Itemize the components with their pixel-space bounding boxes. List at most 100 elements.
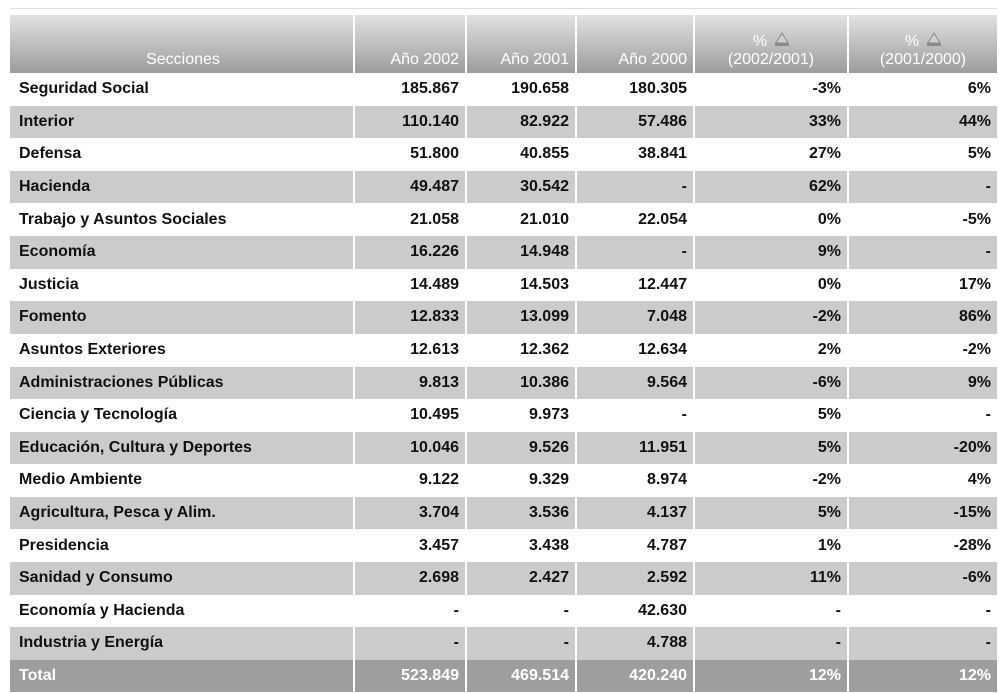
table-row: Defensa 51.800 40.855 38.841 27% 5% <box>10 138 997 170</box>
table-cell: 49.487 <box>355 171 465 204</box>
table-cell: - <box>563 601 569 619</box>
table-cell: Justicia <box>19 275 79 293</box>
table-cell: -2% <box>695 301 847 334</box>
table-cell: - <box>835 601 841 619</box>
table-cell: 110.140 <box>355 105 465 139</box>
table-cell: 13.099 <box>467 301 575 334</box>
table-cell: Ciencia y Tecnología <box>19 406 177 424</box>
table-cell: -6% <box>695 366 847 399</box>
table-row: Fomento 12.833 13.099 7.048 -2% 86% <box>10 301 997 334</box>
table-cell: 14.489 <box>410 275 459 293</box>
table-cell: 9.122 <box>418 471 459 489</box>
header-symbol: % <box>752 33 768 50</box>
table-cell: 9.973 <box>528 406 569 424</box>
table-cell: 82.922 <box>467 105 575 139</box>
table-row: Economía y Hacienda - - 42.630 - - <box>10 595 997 627</box>
table: Secciones Año 2002 Año 2001 Año 2000% (2002/… <box>10 8 997 693</box>
table-cell: Defensa <box>19 145 82 163</box>
header-cell: % (2001/2000) <box>849 15 997 73</box>
table-cell: - <box>467 627 575 660</box>
table-cell: 5% <box>695 497 847 530</box>
table-cell: 9.329 <box>528 471 569 489</box>
table-row: Educación, Cultura y Deportes 10.046 9.526… <box>10 431 997 465</box>
table-cell: 12.634 <box>638 341 687 359</box>
table-cell: 51.800 <box>410 145 459 163</box>
table-cell: 12% <box>849 659 997 693</box>
table-cell: Seguridad Social <box>19 80 149 98</box>
table-cell: Asuntos Exteriores <box>19 341 166 359</box>
header-cell: Año 2002 <box>355 15 465 73</box>
header-cell: Secciones <box>10 15 353 73</box>
header-top: % <box>752 32 790 51</box>
table-cell: 4.787 <box>646 536 687 554</box>
table-cell: - <box>985 601 991 619</box>
table-cell: 22.054 <box>638 210 687 228</box>
table-row: Interior 110.140 82.922 57.486 33% 44% <box>10 105 997 139</box>
header-label: Año 2001 <box>500 51 569 68</box>
table-cell: 2.427 <box>467 562 575 595</box>
table-cell: -2% <box>962 341 991 359</box>
table-cell: -20% <box>849 431 997 465</box>
table-cell: 30.542 <box>467 171 575 204</box>
header-cell: Año 2001 <box>467 15 575 73</box>
table-cell: 9% <box>695 236 847 269</box>
table-cell: - <box>695 627 847 660</box>
table-cell: 40.855 <box>520 145 569 163</box>
table-cell: 3.457 <box>418 536 459 554</box>
table-cell: Administraciones Públicas <box>10 366 353 399</box>
table-row: Medio Ambiente 9.122 9.329 8.974 -2% 4% <box>10 464 997 496</box>
header-top: % <box>904 32 942 51</box>
table-cell: 523.849 <box>355 659 465 693</box>
header-label: Año 2002 <box>390 51 459 68</box>
table-cell: 9.813 <box>355 366 465 399</box>
table-cell: Trabajo y Asuntos Sociales <box>19 210 227 228</box>
change-icon <box>927 32 942 46</box>
table-cell: 14.503 <box>520 275 569 293</box>
table-cell: Agricultura, Pesca y Alim. <box>10 497 353 530</box>
table-cell: 185.867 <box>401 80 459 98</box>
table-cell: 14.948 <box>467 236 575 269</box>
table-row: Trabajo y Asuntos Sociales 21.058 21.010 22… <box>10 204 997 236</box>
table-cell: -3% <box>812 80 841 98</box>
table-cell: - <box>849 627 997 660</box>
table-cell: 4.137 <box>577 497 693 530</box>
table-cell: 1% <box>817 536 841 554</box>
table-cell: 469.514 <box>467 659 575 693</box>
table-cell: 11.951 <box>577 431 693 465</box>
table-row: Economía 16.226 14.948-9% - <box>10 236 997 269</box>
table-cell: Economía <box>10 236 353 269</box>
table-cell: 17% <box>958 275 991 293</box>
table-cell: 9% <box>849 366 997 399</box>
table-cell: -15% <box>849 497 997 530</box>
table-cell: 42.630 <box>638 601 687 619</box>
table-row: Justicia 14.489 14.503 12.447 0% 17% <box>10 269 997 301</box>
table-cell: 4% <box>967 471 991 489</box>
table-cell: -6% <box>849 562 997 595</box>
table-cell: 10.046 <box>355 431 465 465</box>
page: Secciones Año 2002 Año 2001 Año 2000% (2002/… <box>10 8 997 693</box>
table-cell: 10.386 <box>467 366 575 399</box>
table-cell: 9.526 <box>467 431 575 465</box>
table-cell: 0% <box>817 210 841 228</box>
table-cell: 21.010 <box>520 210 569 228</box>
table-cell: 27% <box>808 145 841 163</box>
table-cell: 12.447 <box>638 275 687 293</box>
table-cell: Sanidad y Consumo <box>10 562 353 595</box>
table-cell: 86% <box>849 301 997 334</box>
table-cell: 5% <box>817 406 841 424</box>
table-row: Asuntos Exteriores 12.613 12.362 12.634 2% -2… <box>10 334 997 366</box>
table-row: Hacienda 49.487 30.542-62% - <box>10 171 997 204</box>
table-row: Administraciones Públicas 9.813 10.386 9.56… <box>10 366 997 399</box>
table-row: Presidencia 3.457 3.438 4.787 1% -28% <box>10 530 997 562</box>
table-row: Sanidad y Consumo 2.698 2.427 2.592 11% -6% <box>10 562 997 595</box>
table-cell: 5% <box>967 145 991 163</box>
header-symbol: % <box>904 33 920 50</box>
table-cell: Educación, Cultura y Deportes <box>10 431 353 465</box>
table-cell: 6% <box>967 80 991 98</box>
table-cell: - <box>681 406 687 424</box>
table-cell: 2.698 <box>355 562 465 595</box>
table-cell: 180.305 <box>629 80 687 98</box>
table-cell: - <box>355 627 465 660</box>
header-period: (2001/2000) <box>879 51 967 68</box>
change-icon <box>775 32 790 46</box>
